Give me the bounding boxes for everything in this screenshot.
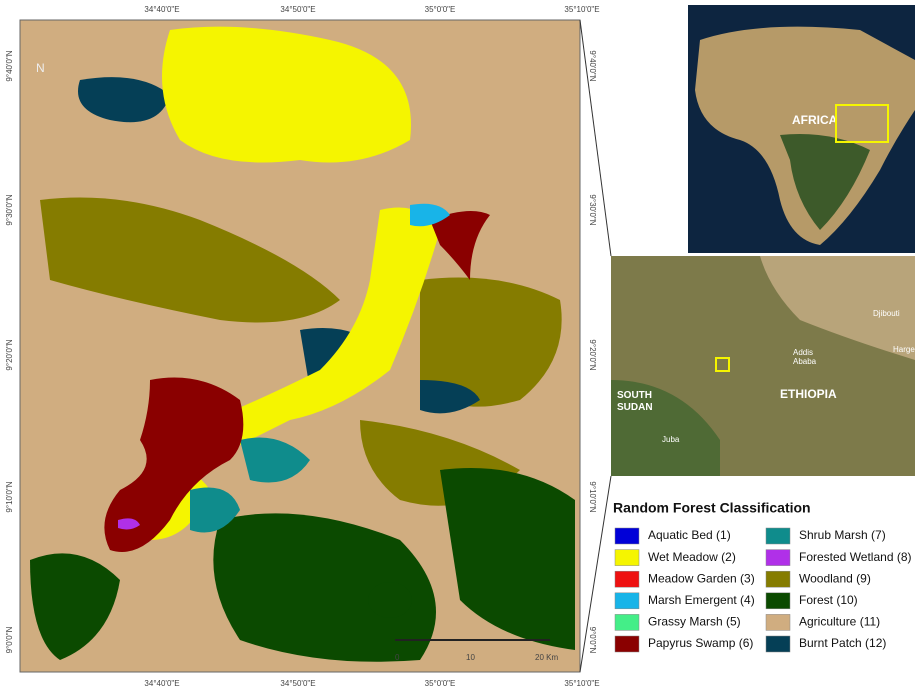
legend-label: Grassy Marsh (5) bbox=[648, 615, 741, 629]
coordinate-labels: 34°40'0"E 34°40'0"E 34°50'0"E 34°50'0"E 35°0… bbox=[5, 5, 600, 688]
map-frame bbox=[19, 19, 581, 673]
woodland-zone bbox=[40, 197, 340, 323]
forest-zone bbox=[440, 468, 575, 650]
wet-meadow bbox=[210, 207, 440, 450]
scale-label: 10 bbox=[466, 653, 475, 662]
connector bbox=[579, 475, 612, 673]
lat-label: 9°30'0"N bbox=[5, 194, 14, 225]
legend-swatch bbox=[614, 527, 640, 545]
lon-label: 35°0'0"E bbox=[425, 5, 456, 14]
lat-label: 9°10'0"N bbox=[588, 481, 597, 512]
lat-label: 9°0'0"N bbox=[5, 626, 14, 653]
scale-label: 20 Km bbox=[535, 653, 558, 662]
country-label: SOUTH bbox=[617, 390, 652, 401]
legend-label: Shrub Marsh (7) bbox=[799, 528, 886, 542]
country-label: ETHIOPIA bbox=[780, 387, 837, 401]
wet-meadow bbox=[162, 26, 411, 163]
papyrus-swamp bbox=[104, 377, 244, 552]
burnt-zone bbox=[78, 77, 170, 123]
lon-label: 34°40'0"E bbox=[144, 679, 179, 688]
legend-swatch bbox=[765, 527, 791, 545]
legend: Aquatic Bed (1) Wet Meadow (2) Meadow Gard… bbox=[614, 527, 912, 653]
place-label: Addis bbox=[793, 348, 813, 357]
place-label: Juba bbox=[662, 435, 680, 444]
connector bbox=[579, 19, 612, 257]
legend-swatch bbox=[614, 592, 640, 610]
inset-africa: AFRICA bbox=[688, 5, 915, 253]
lat-label: 9°20'0"N bbox=[5, 339, 14, 370]
legend-label: Forest (10) bbox=[799, 593, 858, 607]
main-map: N 0 10 20 Km bbox=[19, 19, 581, 673]
burnt-zone bbox=[420, 380, 480, 414]
legend-swatch bbox=[765, 592, 791, 610]
legend-label: Wet Meadow (2) bbox=[648, 550, 736, 564]
place-label: Harge bbox=[893, 345, 915, 354]
forested-wetland bbox=[118, 518, 140, 530]
legend-label: Meadow Garden (3) bbox=[648, 571, 755, 585]
legend-label: Burnt Patch (12) bbox=[799, 636, 886, 650]
lat-label: 9°40'0"N bbox=[588, 50, 597, 81]
inset-region: Djibouti Harge Addis Ababa ETHIOPIA SOUT… bbox=[611, 256, 915, 476]
country-label: SUDAN bbox=[617, 402, 653, 413]
legend-swatch bbox=[765, 635, 791, 653]
forest-zone bbox=[213, 513, 436, 662]
legend-title: Random Forest Classification bbox=[613, 500, 811, 516]
place-label: Ababa bbox=[793, 357, 817, 366]
inset-label: AFRICA bbox=[792, 113, 838, 127]
lon-label: 34°50'0"E bbox=[280, 679, 315, 688]
arid-zone bbox=[760, 256, 915, 360]
legend-label: Aquatic Bed (1) bbox=[648, 528, 731, 542]
lon-label: 35°10'0"E bbox=[564, 679, 599, 688]
legend-label: Woodland (9) bbox=[799, 571, 871, 585]
legend-label: Marsh Emergent (4) bbox=[648, 593, 755, 607]
extent-box bbox=[835, 104, 889, 143]
shrub-marsh bbox=[240, 437, 310, 483]
lon-label: 34°50'0"E bbox=[280, 5, 315, 14]
lat-label: 9°0'0"N bbox=[588, 627, 597, 654]
legend-label: Forested Wetland (8) bbox=[799, 550, 912, 564]
legend-swatch bbox=[614, 549, 640, 566]
lon-label: 35°0'0"E bbox=[425, 679, 456, 688]
legend-label: Agriculture (11) bbox=[799, 615, 880, 629]
legend-swatch bbox=[614, 614, 640, 631]
green-zone bbox=[611, 380, 720, 476]
lat-label: 9°20'0"N bbox=[588, 339, 597, 370]
vegetation bbox=[780, 134, 870, 230]
extent-box bbox=[715, 357, 730, 372]
lat-label: 9°30'0"N bbox=[588, 194, 597, 225]
papyrus-swamp bbox=[430, 211, 490, 280]
legend-swatch bbox=[614, 635, 640, 653]
north-arrow: N bbox=[36, 61, 45, 75]
lon-label: 35°10'0"E bbox=[564, 5, 599, 14]
place-label: Djibouti bbox=[873, 309, 900, 318]
lat-label: 9°10'0"N bbox=[5, 481, 14, 512]
scale-label: 0 bbox=[395, 653, 400, 662]
lon-label: 34°40'0"E bbox=[144, 5, 179, 14]
legend-swatch bbox=[765, 614, 791, 631]
legend-swatch bbox=[614, 570, 640, 588]
lat-label: 9°40'0"N bbox=[5, 50, 14, 81]
legend-swatch bbox=[765, 570, 791, 588]
legend-swatch bbox=[765, 549, 791, 566]
woodland-zone bbox=[420, 277, 562, 407]
marsh-emergent bbox=[410, 203, 450, 227]
shrub-marsh bbox=[190, 487, 240, 533]
forest-zone bbox=[30, 553, 120, 660]
forest-patch bbox=[368, 582, 412, 618]
legend-label: Papyrus Swamp (6) bbox=[648, 636, 753, 650]
